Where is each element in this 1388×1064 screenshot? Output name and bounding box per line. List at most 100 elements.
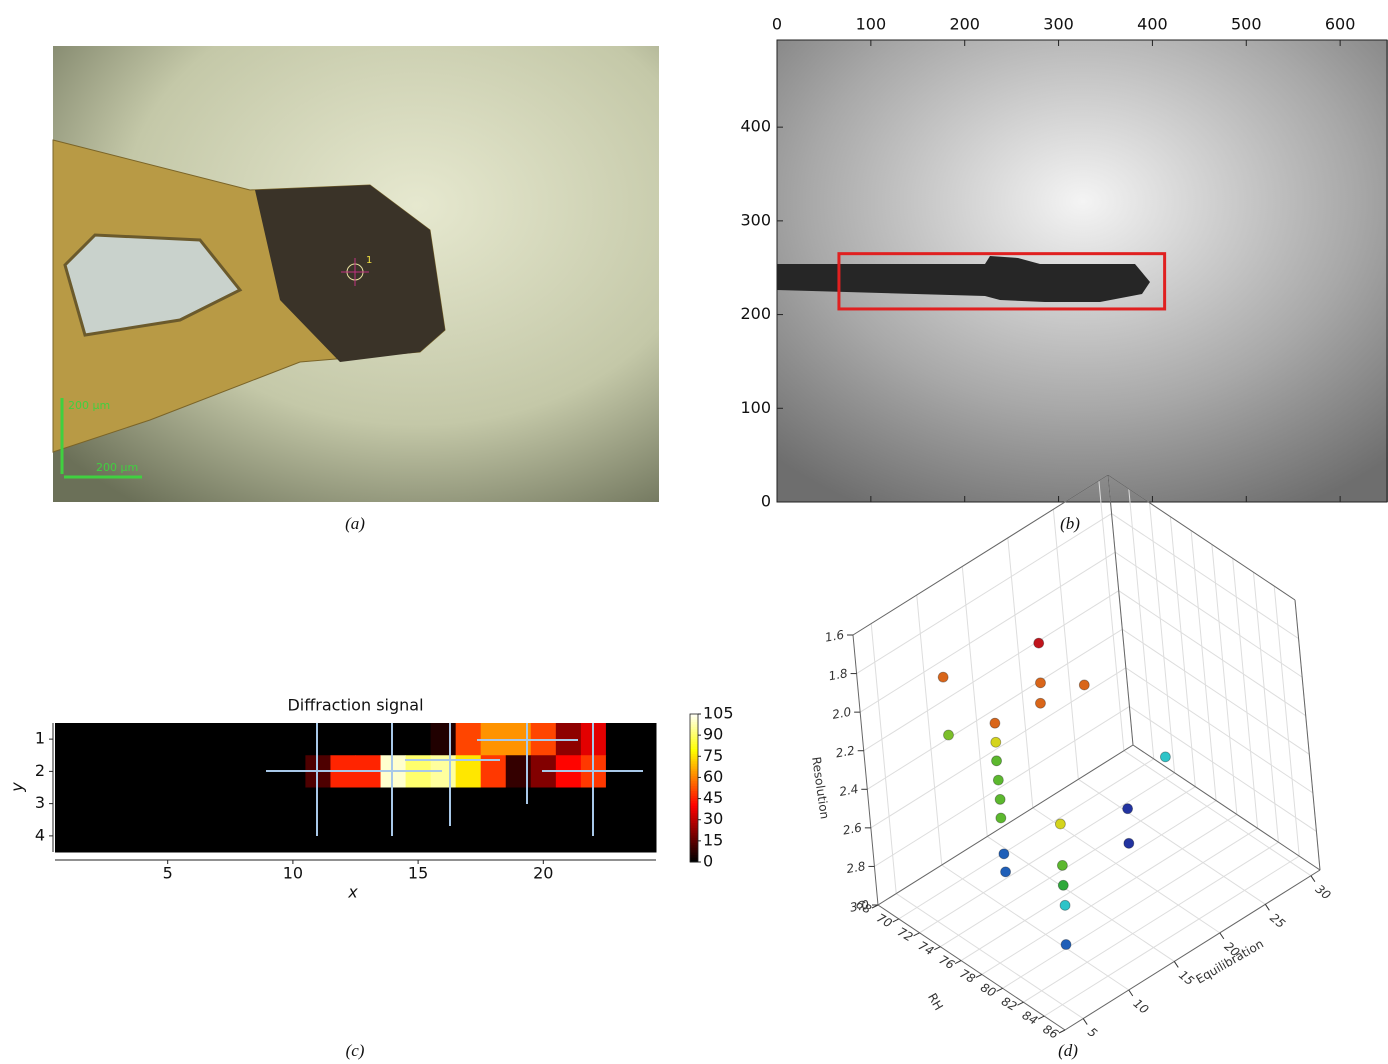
z-tick bbox=[1083, 1019, 1087, 1025]
x-tick-label: 600 bbox=[1325, 15, 1356, 34]
grid-line bbox=[1191, 531, 1216, 801]
point bbox=[1160, 752, 1170, 762]
cell bbox=[180, 755, 206, 788]
figure: 1 200 µm 200 µm (a) 01002003004005006000… bbox=[0, 0, 1388, 1064]
z-tick bbox=[1220, 933, 1224, 939]
y-tick-label: 200 bbox=[740, 304, 771, 323]
grid-line bbox=[1115, 552, 1302, 677]
grid-line bbox=[860, 552, 1115, 712]
cell bbox=[230, 723, 256, 756]
x-tick-label: 100 bbox=[856, 15, 887, 34]
grid-line bbox=[982, 814, 1237, 974]
cell bbox=[205, 820, 231, 853]
caption: (b) bbox=[1060, 514, 1080, 533]
colorbar-label: 0 bbox=[703, 852, 713, 871]
point bbox=[1124, 838, 1134, 848]
cell bbox=[130, 788, 156, 821]
scatter3d: 1.61.82.02.22.42.62.83.06870727476788082… bbox=[809, 475, 1333, 1042]
z-tick-label: 25 bbox=[1267, 911, 1288, 932]
grid-line bbox=[920, 773, 1175, 933]
cell bbox=[205, 788, 231, 821]
cell bbox=[456, 820, 482, 853]
cell bbox=[330, 723, 356, 756]
point bbox=[1055, 819, 1065, 829]
x-tick-label: 15 bbox=[408, 864, 428, 883]
cell bbox=[456, 788, 482, 821]
cell bbox=[205, 755, 231, 788]
grid-line bbox=[857, 514, 1112, 674]
point bbox=[991, 737, 1001, 747]
grid-line bbox=[1212, 544, 1237, 814]
point bbox=[990, 718, 1000, 728]
cell bbox=[356, 788, 382, 821]
cell bbox=[80, 820, 106, 853]
box-edge bbox=[1133, 745, 1320, 870]
grid-line bbox=[1122, 629, 1309, 754]
cell bbox=[556, 788, 582, 821]
grid-line bbox=[1129, 706, 1316, 831]
grid-line bbox=[874, 706, 1129, 866]
cell bbox=[130, 755, 156, 788]
cell bbox=[381, 788, 407, 821]
grid-line bbox=[1233, 558, 1258, 828]
cell bbox=[80, 788, 106, 821]
cell bbox=[180, 723, 206, 756]
y-tick-label: 1.6 bbox=[824, 628, 846, 645]
cell bbox=[255, 788, 281, 821]
cell bbox=[230, 820, 256, 853]
grid-line bbox=[940, 787, 1195, 947]
colorbar-label: 60 bbox=[703, 767, 723, 786]
cell bbox=[531, 788, 557, 821]
grid-line bbox=[899, 759, 1154, 919]
z-tick-label: 10 bbox=[1131, 996, 1152, 1017]
cell bbox=[55, 723, 81, 756]
cell bbox=[381, 820, 407, 853]
z-tick bbox=[1311, 876, 1315, 882]
x-tick-label: 500 bbox=[1231, 15, 1262, 34]
point bbox=[1034, 638, 1044, 648]
x-tick-label: 300 bbox=[1043, 15, 1074, 34]
x-tick-label: 400 bbox=[1137, 15, 1168, 34]
cell bbox=[80, 755, 106, 788]
cell bbox=[356, 723, 382, 756]
x-tick-label: 20 bbox=[533, 864, 553, 883]
y-tick-label: 2.4 bbox=[838, 782, 859, 799]
cell bbox=[631, 788, 657, 821]
point bbox=[1061, 940, 1071, 950]
point bbox=[1079, 680, 1089, 690]
grid-line bbox=[1099, 481, 1124, 751]
y-tick-label: 2.2 bbox=[835, 743, 856, 760]
point bbox=[996, 813, 1006, 823]
grid-line bbox=[1253, 572, 1278, 842]
cell bbox=[305, 820, 331, 853]
x-tick-label: 200 bbox=[949, 15, 980, 34]
cell bbox=[180, 820, 206, 853]
heatmap bbox=[55, 723, 657, 853]
cell bbox=[631, 820, 657, 853]
x-axis-label: RH bbox=[925, 991, 946, 1013]
cell bbox=[330, 820, 356, 853]
grid-line bbox=[1119, 591, 1306, 716]
cell bbox=[280, 723, 306, 756]
grid-line bbox=[1170, 517, 1195, 787]
colorbar-label: 105 bbox=[703, 704, 734, 723]
grid-line bbox=[961, 801, 1216, 961]
x-axis-label: x bbox=[347, 883, 358, 902]
cell bbox=[556, 820, 582, 853]
cell bbox=[381, 723, 407, 756]
x-tick-label: 0 bbox=[772, 15, 782, 34]
grid-line bbox=[1129, 489, 1154, 759]
grid-line bbox=[1008, 538, 1033, 808]
point bbox=[938, 672, 948, 682]
cell bbox=[481, 788, 507, 821]
y-tick-label: 3 bbox=[35, 793, 45, 812]
cell bbox=[230, 788, 256, 821]
grid-line bbox=[1078, 779, 1265, 904]
marker-label: 1 bbox=[366, 255, 372, 266]
z-tick bbox=[1129, 990, 1133, 996]
colorbar-label: 15 bbox=[703, 830, 723, 849]
cell bbox=[55, 788, 81, 821]
grid-line bbox=[1150, 503, 1175, 773]
point bbox=[999, 849, 1009, 859]
box-edge bbox=[878, 905, 1065, 1030]
